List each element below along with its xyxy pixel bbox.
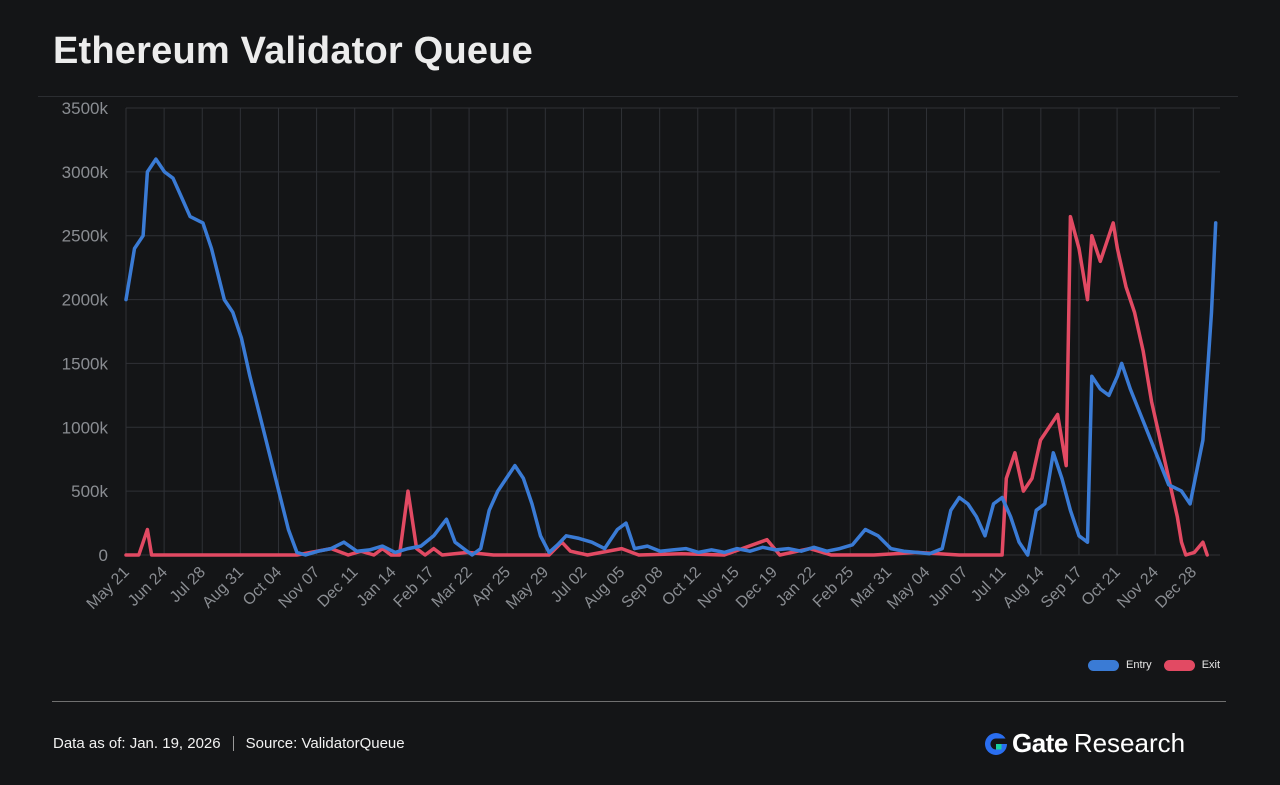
series-line-exit [124,214,1209,557]
x-tick-label: Nov 24 [1114,564,1162,612]
x-tick-label: Jan 22 [773,564,819,610]
x-tick-label: May 04 [884,564,933,613]
y-tick-label: 3000k [62,163,109,182]
x-tick-label: Sep 17 [1038,564,1086,612]
validator-queue-chart: 0 500k 1000k 1500k 2000k 2500k 3000k 3500k May … [62,99,1220,613]
footer-separator [232,736,234,751]
y-tick-label: 2000k [62,291,109,310]
x-tick-label: Jun 24 [125,564,171,610]
legend-item-entry[interactable]: Entry [1088,659,1152,671]
y-axis-ticks: 0 500k 1000k 1500k 2000k 2500k 3000k 3500k [62,99,109,565]
x-tick-label: Jun 07 [925,564,971,610]
x-tick-label: Aug 05 [580,564,628,612]
brand-suffix: Research [1073,728,1186,758]
top-divider [38,96,1238,97]
brand-logo-block: Gate Research [984,728,1185,759]
y-tick-label: 3500k [62,99,109,118]
x-tick-label: Aug 14 [1000,564,1048,612]
x-tick-label: Dec 11 [315,564,362,611]
footer-info: Data as of: Jan. 19, 2026 Source: Valida… [53,735,405,752]
page-title: Ethereum Validator Queue [53,30,533,72]
entry-swatch [1088,659,1119,671]
x-tick-label: Feb 25 [810,564,857,611]
x-tick-label: Mar 22 [429,564,476,611]
x-tick-label: May 29 [503,564,552,613]
x-tick-label: Aug 31 [199,564,247,612]
chart-series [124,157,1218,557]
x-tick-label: Jan 14 [354,564,400,610]
chart-grid [125,107,1220,556]
data-source: Source: ValidatorQueue [245,735,405,752]
brand-name: Gate [1012,728,1068,758]
data-as-of: Data as of: Jan. 19, 2026 [53,735,221,752]
y-tick-label: 0 [99,546,108,565]
gate-logo-icon [985,732,1007,755]
x-tick-label: Dec 28 [1152,564,1200,612]
legend-label-exit: Exit [1201,659,1221,671]
chart-legend: Entry Exit [1088,659,1220,671]
y-tick-label: 1000k [62,418,109,437]
x-tick-label: Dec 19 [733,564,781,612]
exit-swatch [1163,659,1195,671]
x-tick-label: Feb 17 [391,564,438,611]
x-tick-label: Nov 07 [276,564,324,612]
y-tick-label: 500k [71,482,108,501]
y-tick-label: 1500k [62,354,109,373]
y-tick-label: 2500k [62,227,109,246]
x-tick-label: Sep 08 [619,564,667,612]
legend-label-entry: Entry [1126,659,1152,671]
series-line-entry [124,157,1218,557]
x-tick-label: Nov 15 [695,564,743,612]
x-tick-label: May 21 [84,564,133,613]
bottom-divider [52,701,1226,702]
legend-item-exit[interactable]: Exit [1163,659,1221,671]
